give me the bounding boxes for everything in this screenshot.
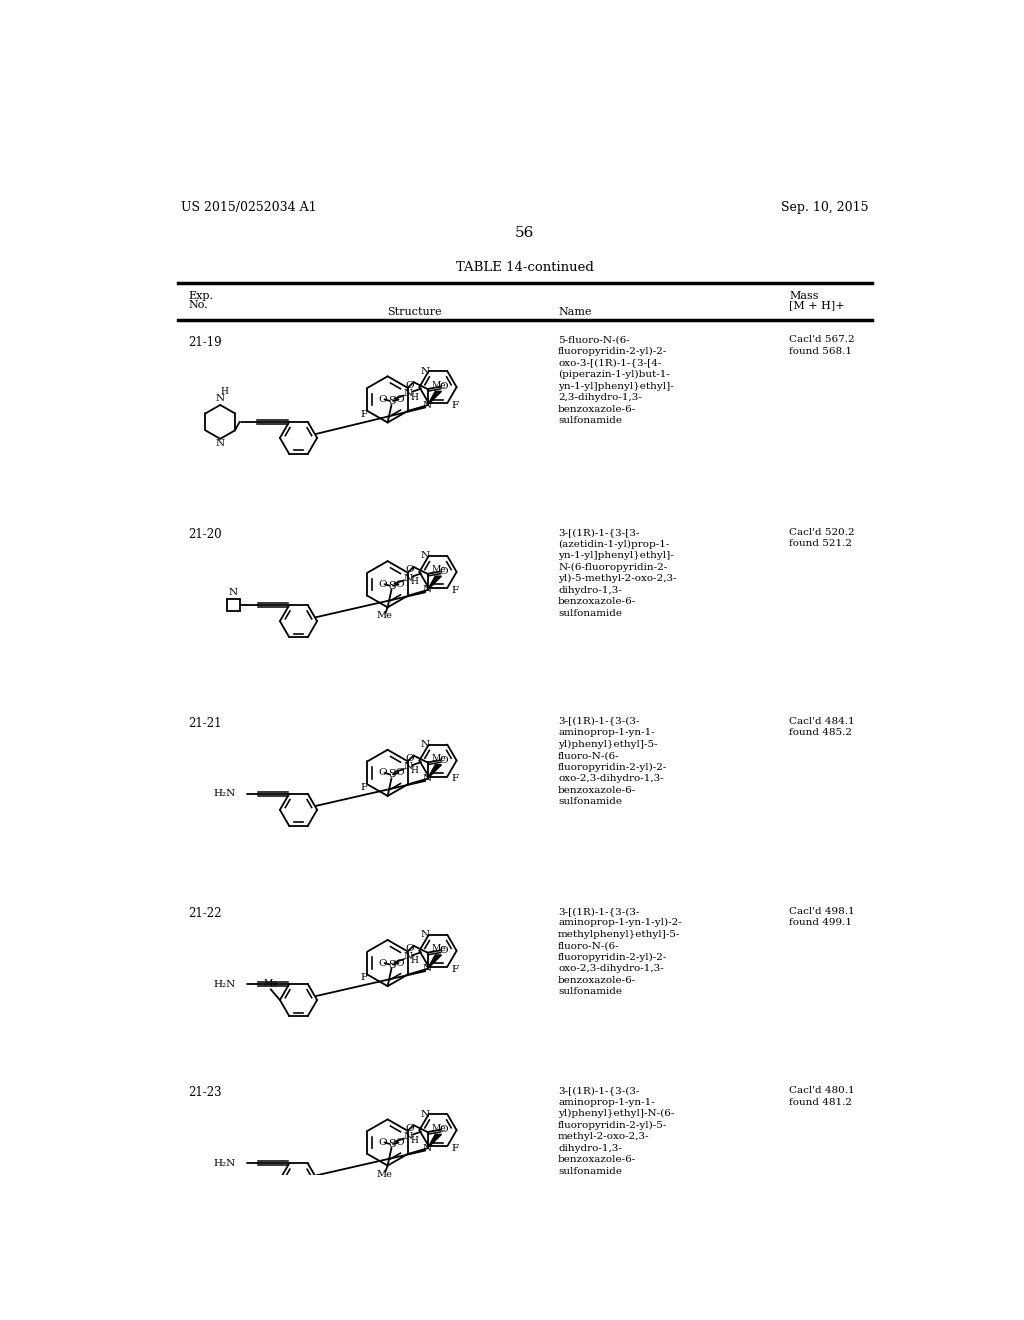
Text: Cacl'd 484.1
found 485.2: Cacl'd 484.1 found 485.2 — [790, 717, 855, 737]
Text: Cacl'd 520.2
found 521.2: Cacl'd 520.2 found 521.2 — [790, 528, 855, 548]
Text: O: O — [406, 565, 414, 574]
Text: 3-[(1R)-1-{3-(3-
aminoprop-1-yn-1-
yl)phenyl}ethyl]-5-
fluoro-N-(6-
fluoropyridi: 3-[(1R)-1-{3-(3- aminoprop-1-yn-1- yl)ph… — [558, 717, 668, 807]
Text: S: S — [388, 960, 395, 970]
Text: F: F — [360, 973, 368, 982]
Text: O: O — [440, 755, 449, 764]
Text: Mass: Mass — [790, 290, 818, 301]
Text: N: N — [423, 401, 432, 409]
Text: Me: Me — [263, 978, 278, 987]
Polygon shape — [428, 764, 441, 779]
Text: O: O — [440, 383, 449, 391]
Text: Me: Me — [377, 1170, 392, 1179]
Text: H: H — [410, 956, 418, 965]
Text: S: S — [388, 396, 395, 407]
Text: N: N — [423, 586, 432, 594]
Text: 3-[(1R)-1-{3-[3-
(azetidin-1-yl)prop-1-
yn-1-yl]phenyl}ethyl]-
N-(6-fluoropyridi: 3-[(1R)-1-{3-[3- (azetidin-1-yl)prop-1- … — [558, 528, 677, 618]
Text: O: O — [395, 958, 404, 968]
Text: O: O — [440, 946, 449, 954]
Text: Me: Me — [431, 565, 445, 574]
Text: N: N — [404, 389, 413, 397]
Polygon shape — [428, 1134, 441, 1148]
Text: H₂N: H₂N — [213, 1159, 236, 1168]
Text: O: O — [379, 958, 387, 968]
Text: N: N — [216, 440, 225, 447]
Text: O: O — [395, 579, 404, 589]
Text: S: S — [388, 581, 395, 591]
Text: N: N — [420, 931, 429, 940]
Polygon shape — [428, 954, 441, 969]
Text: F: F — [452, 965, 459, 974]
Text: 3-[(1R)-1-{3-(3-
aminoprop-1-yn-1-
yl)phenyl}ethyl]-N-(6-
fluoropyridin-2-yl)-5-: 3-[(1R)-1-{3-(3- aminoprop-1-yn-1- yl)ph… — [558, 1086, 675, 1176]
Text: F: F — [360, 409, 368, 418]
Polygon shape — [428, 576, 441, 590]
Text: Me: Me — [431, 944, 445, 953]
Text: Cacl'd 480.1
found 481.2: Cacl'd 480.1 found 481.2 — [790, 1086, 855, 1106]
Text: H: H — [410, 577, 418, 586]
Text: H: H — [220, 387, 228, 396]
Text: F: F — [452, 775, 459, 783]
Text: S: S — [388, 770, 395, 779]
Text: US 2015/0252034 A1: US 2015/0252034 A1 — [180, 201, 316, 214]
Text: Exp.: Exp. — [188, 290, 213, 301]
Text: O: O — [440, 1125, 449, 1134]
Text: H: H — [410, 766, 418, 775]
Text: N: N — [404, 1131, 413, 1140]
Text: Me: Me — [431, 1123, 445, 1133]
Text: Cacl'd 567.2
found 568.1: Cacl'd 567.2 found 568.1 — [790, 335, 855, 356]
Text: O: O — [395, 395, 404, 404]
Text: O: O — [406, 754, 414, 763]
Text: TABLE 14-continued: TABLE 14-continued — [456, 261, 594, 273]
Polygon shape — [428, 391, 441, 405]
Text: Me: Me — [431, 754, 445, 763]
Text: N: N — [404, 574, 413, 582]
Text: 5-fluoro-N-(6-
fluoropyridin-2-yl)-2-
oxo-3-[(1R)-1-{3-[4-
(piperazin-1-yl)but-1: 5-fluoro-N-(6- fluoropyridin-2-yl)-2- ox… — [558, 335, 674, 425]
Text: N: N — [420, 741, 429, 748]
Text: 56: 56 — [515, 226, 535, 240]
Text: 3-[(1R)-1-{3-(3-
aminoprop-1-yn-1-yl)-2-
methylphenyl}ethyl]-5-
fluoro-N-(6-
flu: 3-[(1R)-1-{3-(3- aminoprop-1-yn-1-yl)-2-… — [558, 907, 682, 997]
Text: O: O — [379, 768, 387, 777]
Text: Structure: Structure — [387, 308, 442, 317]
Text: H₂N: H₂N — [213, 979, 236, 989]
Text: Me: Me — [377, 611, 392, 620]
Text: 21-23: 21-23 — [188, 1086, 222, 1100]
Text: Me: Me — [431, 380, 445, 389]
Text: Name: Name — [558, 308, 592, 317]
Text: 21-22: 21-22 — [188, 907, 222, 920]
Text: 21-20: 21-20 — [188, 528, 222, 541]
Text: Cacl'd 498.1
found 499.1: Cacl'd 498.1 found 499.1 — [790, 907, 855, 927]
Text: O: O — [379, 395, 387, 404]
Text: S: S — [388, 1139, 395, 1148]
Text: F: F — [452, 586, 459, 595]
Text: N: N — [404, 762, 413, 771]
Text: H₂N: H₂N — [213, 789, 236, 799]
Text: F: F — [452, 1144, 459, 1152]
Text: N: N — [423, 965, 432, 973]
Text: O: O — [379, 579, 387, 589]
Text: N: N — [404, 953, 413, 961]
Text: H: H — [410, 1135, 418, 1144]
Text: O: O — [406, 1123, 414, 1133]
Text: No.: No. — [188, 300, 208, 310]
Text: F: F — [452, 401, 459, 411]
Text: N: N — [228, 589, 238, 598]
Text: O: O — [440, 568, 449, 576]
Text: N: N — [420, 1110, 429, 1118]
Text: 21-21: 21-21 — [188, 717, 222, 730]
Text: O: O — [379, 1138, 387, 1147]
Text: O: O — [395, 1138, 404, 1147]
Text: N: N — [420, 367, 429, 376]
Text: N: N — [423, 1143, 432, 1152]
Text: N: N — [216, 393, 225, 403]
Text: N: N — [423, 774, 432, 783]
Text: H: H — [410, 392, 418, 401]
Text: O: O — [406, 380, 414, 389]
Text: 21-19: 21-19 — [188, 335, 222, 348]
Text: O: O — [395, 768, 404, 777]
Text: N: N — [420, 552, 429, 561]
Text: [M + H]+: [M + H]+ — [790, 300, 845, 310]
Text: O: O — [406, 944, 414, 953]
Text: F: F — [360, 783, 368, 792]
Text: Sep. 10, 2015: Sep. 10, 2015 — [781, 201, 869, 214]
